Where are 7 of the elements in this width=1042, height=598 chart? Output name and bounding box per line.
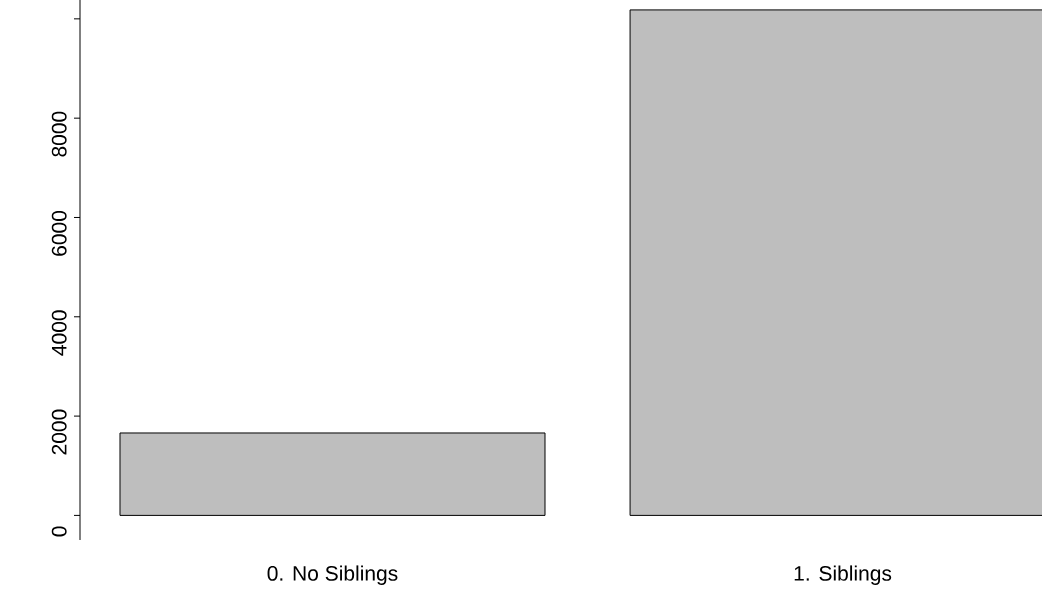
y-tick-label: 2000 (51, 409, 67, 455)
y-tick-label: 8000 (51, 111, 67, 157)
y-tick-label: 6000 (51, 210, 67, 256)
y-tick-label: 4000 (51, 310, 67, 356)
y-tick-label: 0 (51, 526, 67, 537)
x-tick-label: 0. No Siblings (267, 565, 398, 585)
x-tick-label: 1. Siblings (794, 565, 892, 585)
